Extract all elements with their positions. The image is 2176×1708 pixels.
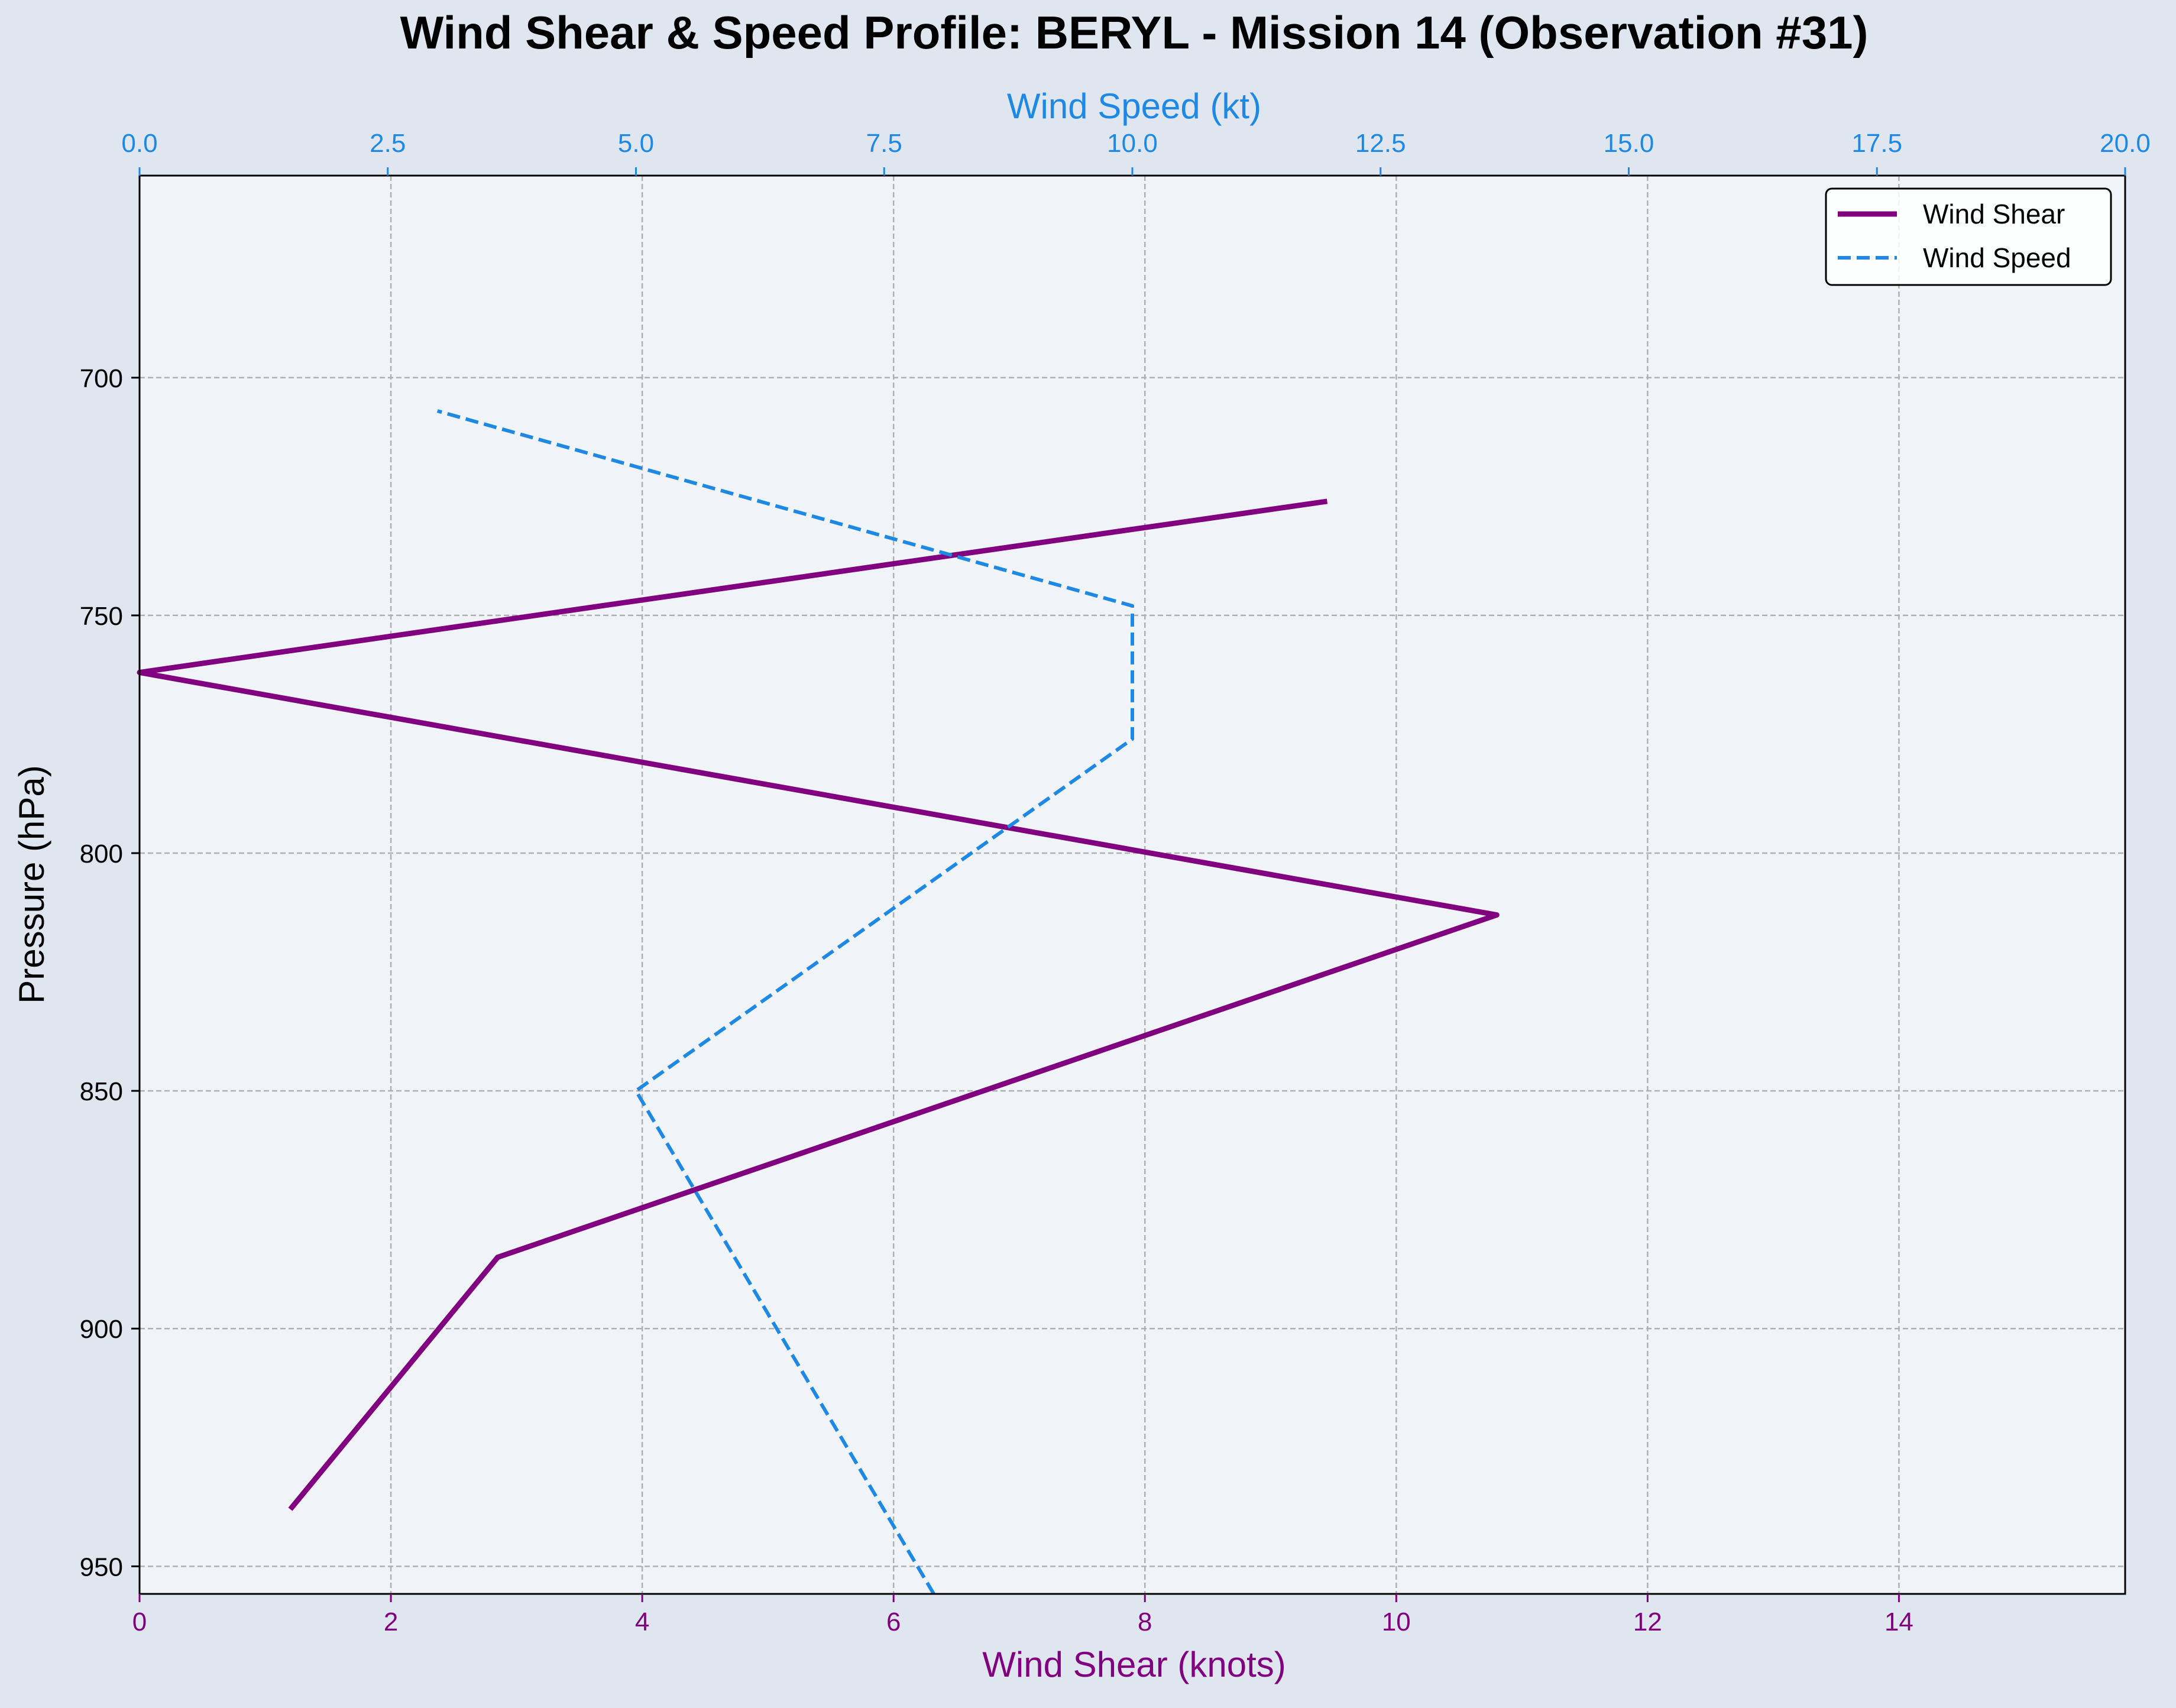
- y-tick-label: 750: [80, 602, 123, 631]
- y-tick-label: 700: [80, 364, 123, 393]
- top-tick-label: 12.5: [1355, 129, 1406, 158]
- top-tick-label: 2.5: [370, 129, 406, 158]
- legend-label-wind-speed: Wind Speed: [1923, 242, 2071, 273]
- y-axis-label: Pressure (hPa): [12, 765, 51, 1003]
- top-axis-label: Wind Speed (kt): [1007, 86, 1261, 126]
- top-tick-label: 17.5: [1851, 129, 1902, 158]
- top-tick-label: 0.0: [121, 129, 157, 158]
- bottom-tick-label: 2: [384, 1607, 398, 1636]
- bottom-axis-label: Wind Shear (knots): [982, 1645, 1286, 1684]
- chart-title: Wind Shear & Speed Profile: BERYL - Miss…: [400, 7, 1869, 59]
- y-tick-label: 850: [80, 1077, 123, 1106]
- y-tick-label: 800: [80, 840, 123, 868]
- bottom-tick-label: 10: [1382, 1607, 1411, 1636]
- top-tick-label: 5.0: [618, 129, 654, 158]
- bottom-tick-label: 12: [1633, 1607, 1662, 1636]
- y-tick-label: 950: [80, 1553, 123, 1581]
- bottom-tick-label: 4: [635, 1607, 649, 1636]
- legend: Wind Shear Wind Speed: [1826, 189, 2111, 285]
- y-tick-label: 900: [80, 1315, 123, 1344]
- top-tick-label: 15.0: [1604, 129, 1654, 158]
- plot-area: [140, 176, 2125, 1594]
- top-tick-label: 10.0: [1107, 129, 1158, 158]
- bottom-tick-label: 8: [1138, 1607, 1152, 1636]
- legend-label-wind-shear: Wind Shear: [1923, 199, 2065, 229]
- top-tick-label: 20.0: [2100, 129, 2151, 158]
- bottom-tick-label: 0: [132, 1607, 147, 1636]
- top-tick-label: 7.5: [866, 129, 902, 158]
- bottom-tick-label: 14: [1884, 1607, 1913, 1636]
- bottom-tick-label: 6: [886, 1607, 901, 1636]
